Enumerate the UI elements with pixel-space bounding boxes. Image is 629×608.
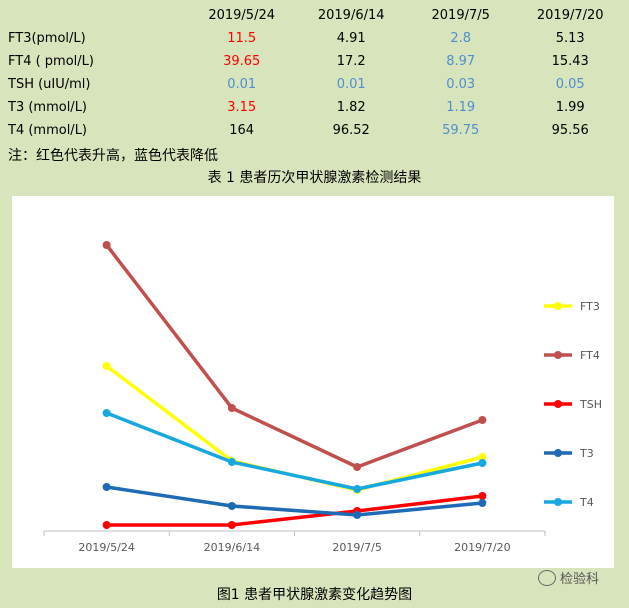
row-label: T3 (mmol/L): [8, 100, 88, 115]
data-point-t3: [478, 499, 487, 507]
table-body: FT3(pmol/L) 11.5 4.91 2.8 5.13 FT4 ( pmol/L) 3…: [4, 27, 625, 142]
x-tick-label: 2019/7/5: [332, 541, 381, 554]
table-cell: 164: [229, 123, 255, 138]
data-point-t3: [227, 502, 236, 510]
table-cell: 8.97: [446, 54, 476, 69]
watermark-text: 检验科: [560, 572, 600, 587]
row-label: FT3(pmol/L): [8, 31, 86, 46]
x-tick-label: 2019/5/24: [78, 541, 134, 554]
table-cell: 59.75: [442, 123, 480, 138]
table-row: FT4 ( pmol/L) 39.65 17.2 8.97 15.43: [4, 50, 625, 73]
x-tick-label: 2019/7/20: [454, 541, 510, 554]
legend-marker-ft3: [554, 302, 562, 310]
data-point-tsh: [478, 492, 487, 500]
table-cell: 17.2: [336, 54, 366, 69]
data-point-t4: [102, 409, 111, 417]
data-point-t3: [102, 483, 111, 491]
series-line-t3: [106, 485, 483, 517]
data-point-t4: [353, 485, 362, 493]
table-row: T3 (mmol/L) 3.15 1.82 1.19 1.99: [4, 96, 625, 119]
data-point-ft4: [102, 241, 111, 249]
row-label: TSH (uIU/ml): [8, 77, 91, 92]
data-point-t4: [478, 459, 487, 467]
wechat-icon: [538, 569, 556, 586]
data-point-t4: [227, 458, 236, 466]
data-point-tsh: [227, 521, 236, 529]
series-line-ft4: [105, 243, 483, 469]
legend-marker-t3: [554, 449, 562, 457]
legend-label-t3: T3: [579, 447, 594, 460]
table-cell: 3.15: [227, 100, 257, 115]
data-point-t3: [353, 511, 362, 519]
table-cell: 0.05: [555, 77, 585, 92]
legend-marker-t4: [554, 498, 562, 506]
series-line-t4: [105, 411, 483, 491]
row-label: T4 (mmol/L): [8, 123, 88, 138]
header-cell: 2019/7/5: [431, 8, 490, 23]
table-cell: 15.43: [551, 54, 589, 69]
table-cell: 1.82: [336, 100, 366, 115]
legend-label-ft4: FT4: [580, 349, 600, 362]
table-cell: 1.19: [446, 100, 476, 115]
legend-label-tsh: TSH: [579, 398, 602, 411]
x-tick-label: 2019/6/14: [204, 541, 260, 554]
line-chart: 2019/5/24 2019/6/14 2019/7/5 2019/7/20 FT3 FT…: [43, 241, 602, 554]
table-cell: 0.01: [336, 77, 366, 92]
table-caption: 表 1 患者历次甲状腺激素检测结果: [207, 170, 422, 186]
legend-label-ft3: FT3: [580, 300, 600, 313]
table-cell: 4.91: [336, 31, 366, 46]
series-line-tsh: [106, 494, 483, 527]
table-cell: 1.99: [555, 100, 585, 115]
row-label: FT4 ( pmol/L): [8, 54, 94, 69]
legend-marker-ft4: [554, 351, 562, 359]
table-cell: 5.13: [555, 31, 585, 46]
table-cell: 96.52: [332, 123, 370, 138]
data-point-ft3: [102, 362, 111, 370]
header-cell: 2019/7/20: [536, 8, 604, 23]
table-cell: 11.5: [227, 31, 257, 46]
table-cell: 2.8: [450, 31, 472, 46]
table-cell: 95.56: [551, 123, 589, 138]
legend-marker-tsh: [554, 400, 562, 408]
data-point-tsh: [102, 521, 111, 529]
data-point-ft4: [227, 404, 236, 412]
table-header-row: 2019/5/24 2019/6/14 2019/7/5 2019/7/20: [4, 4, 625, 27]
data-point-ft3: [478, 453, 487, 461]
header-cell: 2019/6/14: [317, 8, 385, 23]
series-line-ft3: [105, 364, 483, 492]
table-cell: 0.01: [227, 77, 257, 92]
table-row: FT3(pmol/L) 11.5 4.91 2.8 5.13: [4, 27, 625, 50]
header-cell: [4, 4, 187, 27]
table-row: T4 (mmol/L) 164 96.52 59.75 95.56: [4, 119, 625, 142]
data-point-ft4: [478, 416, 487, 424]
table-row: TSH (uIU/ml) 0.01 0.01 0.03 0.05: [4, 73, 625, 96]
figure-caption: 图1 患者甲状腺激素变化趋势图: [216, 587, 413, 603]
hormone-results-table: 2019/5/24 2019/6/14 2019/7/5 2019/7/20 F…: [4, 4, 625, 142]
header-cell: 2019/5/24: [208, 8, 275, 23]
chart-container: 2019/5/24 2019/6/14 2019/7/5 2019/7/20 FT3 FT…: [12, 196, 614, 568]
data-point-ft4: [353, 463, 362, 471]
watermark: 检验科: [538, 568, 599, 587]
legend-label-t4: T4: [579, 496, 594, 509]
table-cell: 39.65: [223, 54, 261, 69]
table-note: 注：红色代表升高，蓝色代表降低: [8, 148, 218, 164]
table-cell: 0.03: [446, 77, 476, 92]
